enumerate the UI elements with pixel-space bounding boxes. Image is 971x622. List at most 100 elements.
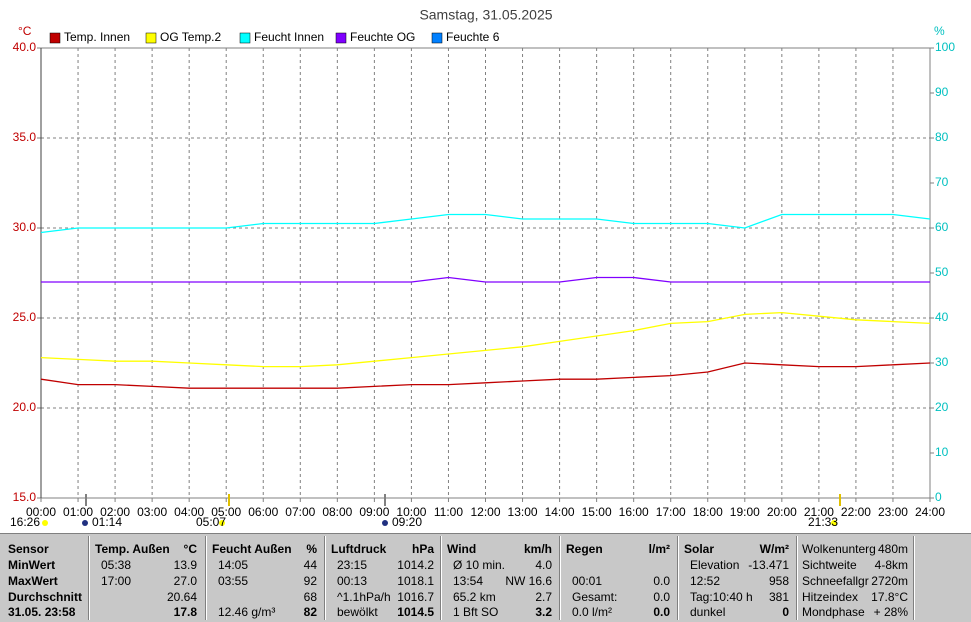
table-cell: -13.471 <box>748 558 789 572</box>
x-tick-label: 18:00 <box>693 505 723 519</box>
chart: Samstag, 31.05.2025 °C % 00:00 01:00 02:00… <box>10 7 955 529</box>
x-tick-label: 11:00 <box>434 505 463 519</box>
time-annotation: 21:33 <box>808 515 838 529</box>
x-tick-label: 23:00 <box>878 505 908 519</box>
x-tick-label: 05:00 <box>211 505 241 519</box>
x-tick-label: 13:00 <box>508 505 538 519</box>
table-cell: 958 <box>768 574 789 588</box>
x-tick-label: 22:00 <box>841 505 871 519</box>
sun-icon <box>82 520 88 526</box>
table-cell: 4-8km <box>874 558 908 572</box>
table-cell: Durchschnitt <box>8 590 83 604</box>
column-separator <box>913 536 915 620</box>
x-tick-label: 20:00 <box>767 505 797 519</box>
table-cell: 4.0 <box>535 558 552 572</box>
table-cell: Luftdruck <box>331 542 387 556</box>
table-cell: 20.64 <box>166 590 197 604</box>
chart-title: Samstag, 31.05.2025 <box>419 7 552 23</box>
y-unit: °C <box>18 24 32 38</box>
y2-tick-label: 10 <box>935 445 949 459</box>
x-tick-label: 07:00 <box>285 505 315 519</box>
table-cell: Wind <box>447 542 477 556</box>
table-cell: 65.2 km <box>453 590 496 604</box>
y2-tick-label: 0 <box>935 490 942 504</box>
table-cell: 0.0 <box>653 605 670 619</box>
table-cell: 0 <box>782 605 789 619</box>
table-cell: 14:05 <box>218 558 249 572</box>
legend-swatch <box>49 32 61 44</box>
x-tick-label: 12:00 <box>470 505 500 519</box>
table-cell: 1014.5 <box>397 605 434 619</box>
table-cell: 00:13 <box>337 574 368 588</box>
time-annotation: 05:07 <box>196 515 226 529</box>
table-cell: 12.46 g/m³ <box>218 605 276 619</box>
time-annotation: 16:26 <box>10 515 40 529</box>
x-tick-label: 04:00 <box>174 505 204 519</box>
y2-unit: % <box>934 24 945 38</box>
table-cell: 17.8°C <box>871 590 908 604</box>
column-separator <box>559 536 561 620</box>
table-cell: 27.0 <box>173 574 197 588</box>
y2-tick-label: 90 <box>935 85 949 99</box>
table-cell: 05:38 <box>101 558 132 572</box>
x-tick-label: 19:00 <box>730 505 760 519</box>
table-cell: Sichtweite <box>802 558 857 572</box>
legend-label: Feuchte 6 <box>446 30 500 44</box>
table-cell: Wolkenunterg <box>802 542 876 556</box>
table-cell: 03:55 <box>218 574 249 588</box>
table-cell: Solar <box>684 542 715 556</box>
column-separator <box>324 536 326 620</box>
sun-icon <box>219 520 225 526</box>
series-line <box>40 213 931 234</box>
y2-tick-label: 20 <box>935 400 949 414</box>
series-line <box>41 276 930 283</box>
table-cell: Regen <box>566 542 603 556</box>
y2-tick-label: 50 <box>935 265 949 279</box>
y2-tick-label: 70 <box>935 175 949 189</box>
x-tick-label: 08:00 <box>322 505 352 519</box>
table-cell: bewölkt <box>337 605 378 619</box>
table-cell: MinWert <box>8 558 56 572</box>
column-separator <box>677 536 679 620</box>
table-cell: 0.0 l/m² <box>572 605 613 619</box>
x-tick-label: 14:00 <box>545 505 575 519</box>
series-line <box>40 311 931 368</box>
legend-label: Feuchte OG <box>350 30 415 44</box>
y-tick-label: 20.0 <box>13 400 37 414</box>
y2-tick-label: 80 <box>935 130 949 144</box>
x-tick-label: 01:00 <box>63 505 93 519</box>
sun-icon <box>382 520 388 526</box>
table-cell: l/m² <box>648 542 670 556</box>
table-cell: Ø 10 min. <box>453 558 506 572</box>
table-cell: 44 <box>303 558 317 572</box>
table-cell: MaxWert <box>8 574 58 588</box>
x-tick-label: 03:00 <box>137 505 167 519</box>
legend-label: OG Temp.2 <box>160 30 221 44</box>
table-cell: 13.9 <box>173 558 197 572</box>
x-tick-label: 10:00 <box>396 505 426 519</box>
y-tick-label: 40.0 <box>13 40 37 54</box>
y2-tick-label: 30 <box>935 355 949 369</box>
column-separator <box>440 536 442 620</box>
table-cell: Elevation <box>690 558 740 572</box>
x-tick-label: 21:00 <box>804 505 834 519</box>
series-line <box>40 362 931 389</box>
table-cell: W/m² <box>759 542 789 556</box>
table-cell: Tag:10:40 h <box>690 590 753 604</box>
x-tick-label: 02:00 <box>100 505 130 519</box>
table-cell: 2720m <box>871 574 908 588</box>
time-annotation: 01:14 <box>92 515 122 529</box>
table-cell: 00:01 <box>572 574 603 588</box>
legend-label: Temp. Innen <box>64 30 130 44</box>
column-separator <box>796 536 798 620</box>
x-tick-label: 24:00 <box>915 505 945 519</box>
x-tick-label: 15:00 <box>582 505 612 519</box>
x-tick-label: 17:00 <box>656 505 686 519</box>
legend-swatch <box>239 32 251 44</box>
table-cell: % <box>306 542 317 556</box>
summary-table: Sensor MinWert MaxWert Durchschnitt 31.05. 2… <box>0 533 971 622</box>
legend-swatch <box>335 32 347 44</box>
table-cell: 1018.1 <box>397 574 434 588</box>
table-cell: °C <box>183 542 197 556</box>
